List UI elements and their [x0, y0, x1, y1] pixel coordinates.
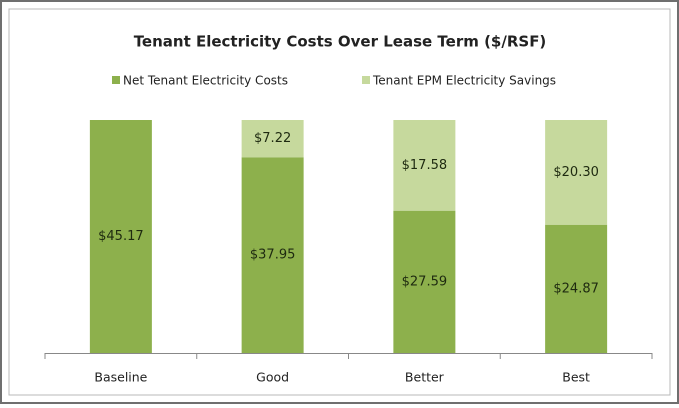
legend-label: Tenant EPM Electricity Savings [372, 74, 556, 88]
bar-segment [241, 120, 304, 158]
bar-segment [241, 157, 304, 353]
x-tick-label: Best [562, 370, 590, 385]
bar-segment [89, 120, 152, 353]
bar-segment [393, 210, 456, 353]
data-label: $27.59 [402, 274, 448, 289]
x-tick-label: Better [405, 370, 445, 385]
data-label: $20.30 [553, 165, 599, 180]
legend-swatch [112, 76, 120, 84]
data-label: $37.95 [250, 248, 296, 263]
data-label: $45.17 [98, 229, 144, 244]
bar-segment [393, 120, 456, 211]
data-label: $24.87 [553, 281, 599, 296]
bar-segment [545, 120, 608, 225]
bar-segment [545, 224, 608, 353]
x-tick-label: Good [256, 370, 289, 385]
legend-label: Net Tenant Electricity Costs [123, 74, 288, 88]
chart-title: Tenant Electricity Costs Over Lease Term… [134, 33, 547, 51]
data-label: $7.22 [254, 131, 291, 146]
legend-swatch [362, 76, 370, 84]
data-label: $17.58 [402, 158, 448, 173]
x-tick-label: Baseline [94, 370, 147, 385]
